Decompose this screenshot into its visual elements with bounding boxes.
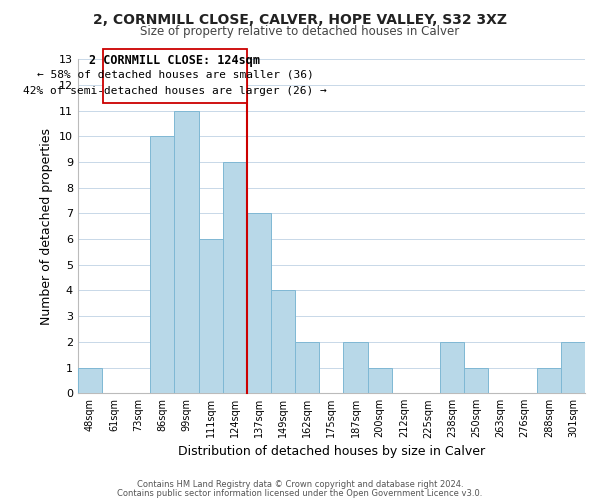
Bar [343, 342, 368, 393]
FancyBboxPatch shape [103, 49, 247, 103]
Y-axis label: Number of detached properties: Number of detached properties [40, 128, 53, 325]
Bar [271, 290, 295, 393]
Bar [440, 342, 464, 393]
Text: Contains HM Land Registry data © Crown copyright and database right 2024.: Contains HM Land Registry data © Crown c… [137, 480, 463, 489]
Bar [150, 136, 175, 393]
Bar [561, 342, 585, 393]
Bar [295, 342, 319, 393]
Bar [223, 162, 247, 393]
Bar [536, 368, 561, 393]
X-axis label: Distribution of detached houses by size in Calver: Distribution of detached houses by size … [178, 444, 485, 458]
Bar [368, 368, 392, 393]
Bar [78, 368, 102, 393]
Bar [247, 214, 271, 393]
Text: Contains public sector information licensed under the Open Government Licence v3: Contains public sector information licen… [118, 489, 482, 498]
Bar [199, 239, 223, 393]
Text: Size of property relative to detached houses in Calver: Size of property relative to detached ho… [140, 25, 460, 38]
Bar [464, 368, 488, 393]
Text: 42% of semi-detached houses are larger (26) →: 42% of semi-detached houses are larger (… [23, 86, 327, 96]
Text: 2, CORNMILL CLOSE, CALVER, HOPE VALLEY, S32 3XZ: 2, CORNMILL CLOSE, CALVER, HOPE VALLEY, … [93, 12, 507, 26]
Bar [175, 110, 199, 393]
Text: 2 CORNMILL CLOSE: 124sqm: 2 CORNMILL CLOSE: 124sqm [89, 54, 260, 68]
Text: ← 58% of detached houses are smaller (36): ← 58% of detached houses are smaller (36… [37, 70, 313, 80]
